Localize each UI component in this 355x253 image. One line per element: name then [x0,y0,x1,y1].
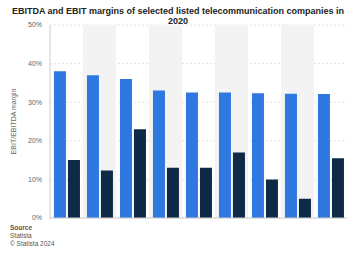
svg-text:30%: 30% [28,99,42,106]
svg-text:50%: 50% [28,21,42,28]
svg-text:40%: 40% [28,60,42,67]
svg-text:10%: 10% [28,176,42,183]
svg-text:0%: 0% [32,214,42,221]
svg-text:20%: 20% [28,137,42,144]
svg-text:EBIT/EBITDA margin: EBIT/EBITDA margin [10,89,18,155]
